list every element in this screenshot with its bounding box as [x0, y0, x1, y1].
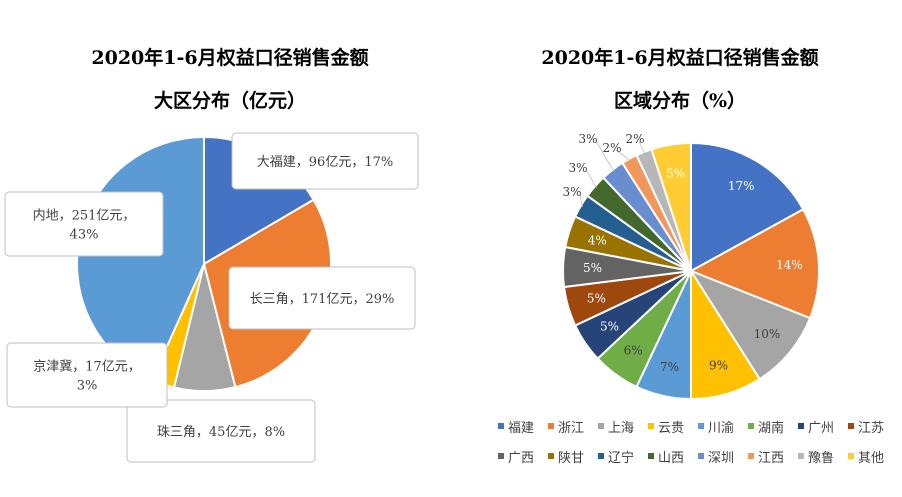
- leader-line: [615, 149, 631, 161]
- legend-item-广州: 广州: [798, 421, 834, 436]
- legend-text: 陕甘: [558, 451, 584, 466]
- area-slice-福建: [690, 141, 805, 273]
- legend-swatch: [598, 423, 604, 429]
- legend-swatch: [498, 423, 504, 429]
- legend-text: 云贵: [658, 421, 684, 436]
- legend-item-福建: 福建: [498, 421, 534, 436]
- legend-text: 广西: [508, 451, 534, 466]
- callout-box: [228, 266, 416, 330]
- legend-text: 其他: [858, 451, 884, 466]
- slice-label-上海: 10%: [754, 327, 781, 341]
- legend-text: 辽宁: [608, 450, 634, 466]
- legend-item-浙江: 浙江: [548, 421, 584, 436]
- leader-line: [595, 140, 615, 172]
- legend-text: 福建: [508, 421, 534, 436]
- callout-text: 内地，251亿元，: [33, 208, 136, 224]
- legend-item-深圳: 深圳: [698, 451, 734, 466]
- callout-box: [6, 342, 168, 408]
- callout-label-1: 大福建，96亿元，17%: [231, 132, 419, 190]
- slice-label-深圳: 3%: [578, 132, 597, 146]
- slice-label-云贵: 9%: [709, 359, 728, 373]
- legend-swatch: [698, 423, 704, 429]
- legend-text: 江西: [758, 451, 784, 466]
- legend-swatch: [848, 423, 854, 429]
- right-title-line1: 2020年1-6月权益口径销售金额: [541, 47, 819, 69]
- legend-text: 湖南: [758, 420, 784, 436]
- leader-line: [585, 169, 597, 188]
- legend-item-其他: 其他: [848, 451, 884, 466]
- legend-text: 广州: [808, 421, 834, 436]
- left-chart-title: 2020年1-6月权益口径销售金额 大区分布（亿元）: [40, 47, 420, 133]
- legend-swatch: [848, 453, 854, 459]
- legend-item-湖南: 湖南: [748, 420, 784, 436]
- legend-text: 山西: [658, 451, 684, 466]
- legend-swatch: [648, 423, 654, 429]
- legend-item-云贵: 云贵: [648, 421, 684, 436]
- legend-swatch: [548, 453, 554, 459]
- slice-label-陕甘: 4%: [588, 234, 607, 248]
- slice-label-江苏: 5%: [587, 292, 606, 306]
- callout-box: [231, 132, 419, 190]
- callout-label-2: 长三角，171亿元，29%: [228, 266, 416, 330]
- area-slice-其他: [650, 141, 692, 272]
- leader-line: [579, 193, 583, 207]
- slice-label-其他: 5%: [666, 167, 685, 181]
- callout-text: 大福建，96亿元，17%: [257, 155, 393, 170]
- left-title-line1: 2020年1-6月权益口径销售金额: [91, 47, 369, 69]
- left-title-line2: 大区分布（亿元）: [153, 90, 306, 112]
- legend-text: 江苏: [858, 420, 884, 436]
- legend-swatch: [748, 423, 754, 429]
- callout-text: 3%: [77, 379, 98, 394]
- legend-item-广西: 广西: [498, 451, 534, 466]
- legend-item-江西: 江西: [748, 451, 784, 466]
- legend-item-江苏: 江苏: [848, 420, 884, 436]
- legend-item-山西: 山西: [648, 451, 684, 466]
- callout-text: 珠三角，45亿元，8%: [157, 425, 285, 440]
- legend-swatch: [748, 453, 754, 459]
- legend-text: 川渝: [708, 420, 734, 436]
- callout-box: [4, 191, 164, 257]
- legend-swatch: [798, 453, 804, 459]
- legend-text: 上海: [608, 421, 634, 436]
- slice-label-辽宁: 3%: [562, 185, 581, 199]
- area-slice-上海: [688, 268, 812, 381]
- slice-label-豫鲁: 2%: [625, 132, 644, 146]
- slice-label-广州: 5%: [600, 319, 619, 333]
- legend-item-上海: 上海: [598, 421, 634, 436]
- slice-label-浙江: 14%: [776, 258, 803, 272]
- legend-item-陕甘: 陕甘: [548, 451, 584, 466]
- legend-swatch: [598, 453, 604, 459]
- area-slice-浙江: [688, 207, 820, 320]
- slice-label-湖南: 6%: [624, 344, 643, 358]
- legend-swatch: [798, 423, 804, 429]
- slice-label-广西: 5%: [583, 261, 602, 275]
- right-title-line2: 区域分布（%）: [613, 90, 747, 112]
- legend-swatch: [498, 453, 504, 459]
- legend-swatch: [548, 423, 554, 429]
- slice-label-福建: 17%: [728, 179, 755, 193]
- legend-text: 浙江: [558, 421, 584, 436]
- slice-label-山西: 3%: [568, 161, 587, 175]
- callout-label-5: 内地，251亿元， 43%: [4, 191, 164, 257]
- legend-swatch: [698, 453, 704, 459]
- legend-item-豫鲁: 豫鲁: [798, 451, 834, 466]
- leader-line: [638, 140, 645, 155]
- legend-text: 深圳: [708, 451, 734, 466]
- callout-text: 长三角，171亿元，29%: [250, 292, 395, 307]
- legend-text: 豫鲁: [808, 451, 834, 466]
- legend-item-辽宁: 辽宁: [598, 450, 634, 466]
- callout-text: 京津冀，17亿元，: [33, 359, 141, 375]
- slice-label-江西: 2%: [602, 141, 621, 155]
- right-chart-title: 2020年1-6月权益口径销售金额 区域分布（%）: [470, 47, 890, 133]
- callout-text: 43%: [70, 228, 99, 243]
- legend-item-川渝: 川渝: [698, 420, 734, 436]
- callout-label-4: 京津冀，17亿元， 3%: [6, 342, 168, 408]
- callout-box: [126, 399, 316, 463]
- legend-swatch: [648, 453, 654, 459]
- slice-label-川渝: 7%: [660, 360, 679, 374]
- callout-label-3: 珠三角，45亿元，8%: [126, 399, 316, 463]
